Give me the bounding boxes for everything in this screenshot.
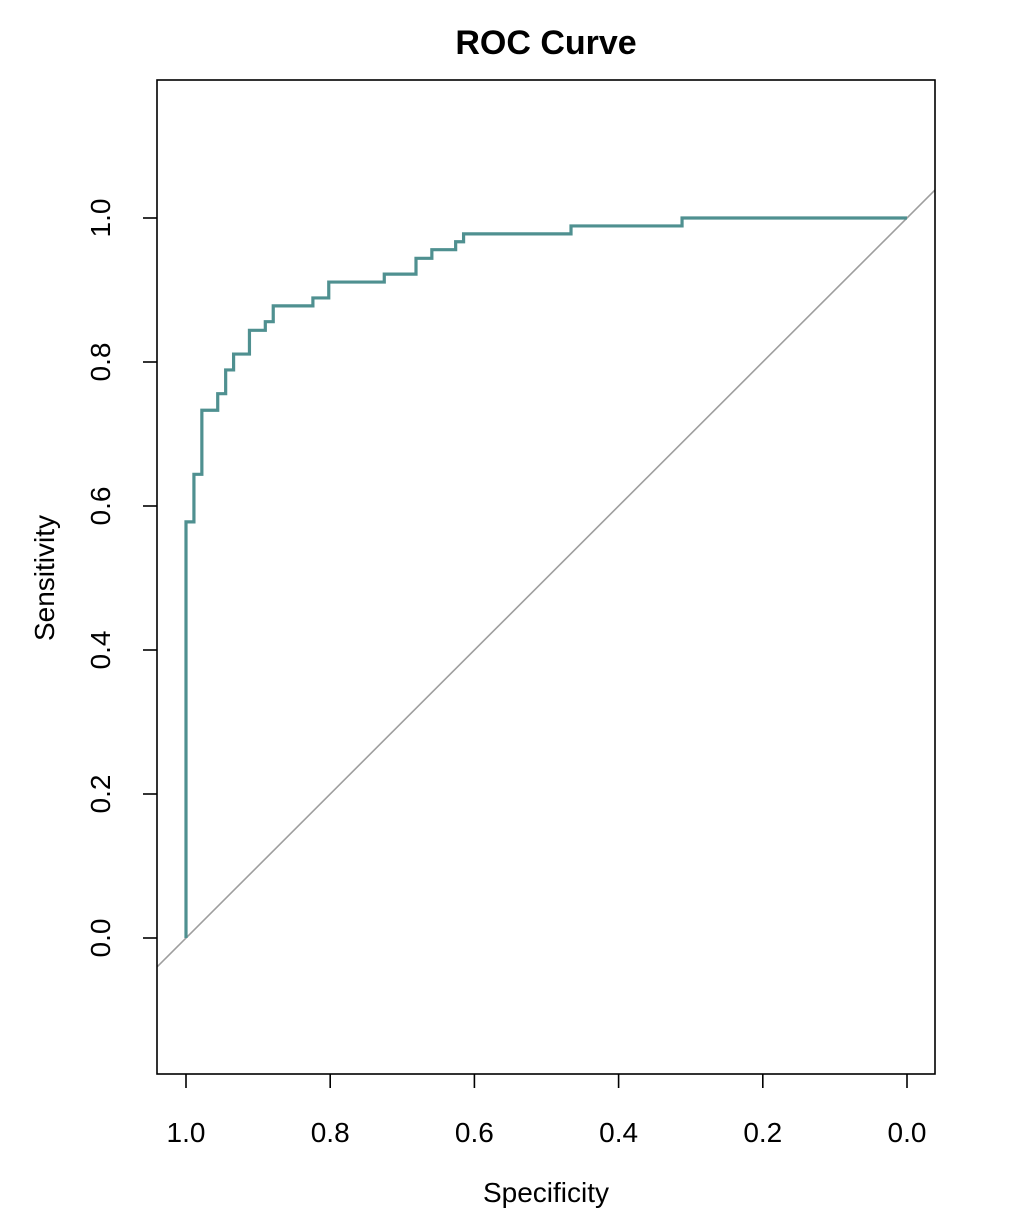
y-tick-label: 0.8 bbox=[85, 343, 116, 382]
x-tick-label: 1.0 bbox=[167, 1117, 206, 1148]
y-tick-label: 0.4 bbox=[85, 631, 116, 670]
y-tick-label: 0.6 bbox=[85, 487, 116, 526]
x-tick-label: 0.4 bbox=[599, 1117, 638, 1148]
y-tick-label: 0.2 bbox=[85, 775, 116, 814]
x-tick-label: 0.2 bbox=[743, 1117, 782, 1148]
y-axis-label: Sensitivity bbox=[29, 515, 60, 641]
x-tick-label: 0.0 bbox=[888, 1117, 927, 1148]
plot-area: 1.0 0.8 0.6 0.4 0.2 0.0 0.0 0.2 0.4 0.6 0.8 1.0 bbox=[85, 79, 936, 1148]
roc-curve-line bbox=[184, 216, 907, 938]
x-tick-label: 0.6 bbox=[455, 1117, 494, 1148]
x-axis-label: Specificity bbox=[483, 1177, 609, 1208]
x-tick-label: 0.8 bbox=[311, 1117, 350, 1148]
chart-title: ROC Curve bbox=[455, 24, 636, 62]
plot-frame bbox=[156, 79, 936, 1075]
reference-diagonal-line bbox=[157, 188, 935, 968]
y-tick-label: 1.0 bbox=[85, 199, 116, 238]
y-tick-label: 0.0 bbox=[85, 919, 116, 958]
